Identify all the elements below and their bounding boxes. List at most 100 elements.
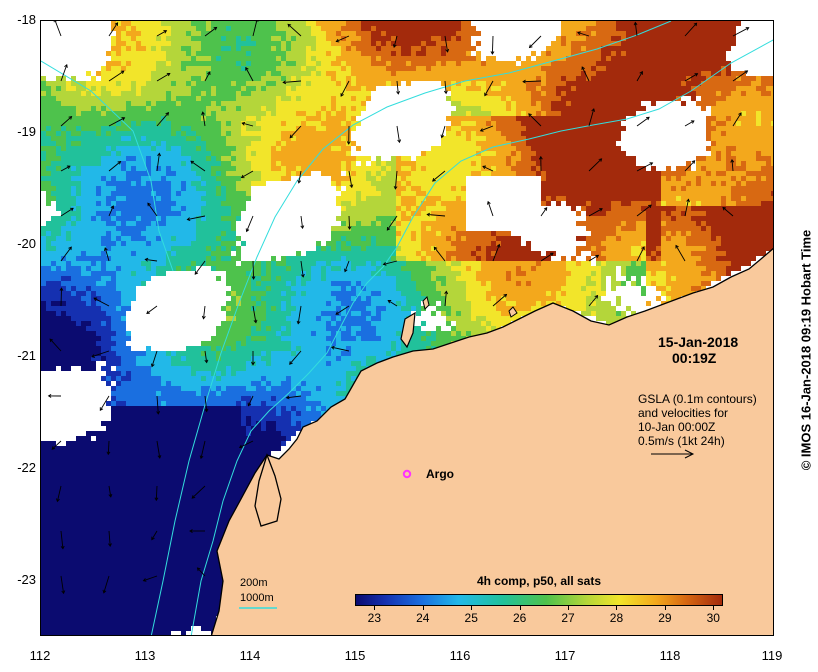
velocity-vector-head [432,177,436,182]
velocity-vector-head [60,545,65,550]
velocity-vector-head [99,407,104,412]
velocity-vector-head [528,44,533,49]
lon-label-118: 118 [659,648,681,663]
map-canvas [41,21,773,635]
velocity-vector-head [110,205,115,210]
colorbar-tick-label: 28 [609,611,624,625]
velocity-vector-head [186,217,191,222]
velocity-vector [239,440,254,448]
velocity-vector [190,160,206,172]
velocity-vector-head [649,162,654,166]
velocity-vector [99,395,110,411]
velocity-vector-head [549,252,554,257]
colorbar-tick-mark [616,605,618,610]
velocity-vector [204,71,211,82]
velocity-vector-head [482,165,487,170]
velocity-vector [287,23,302,37]
lat-label-19: -19 [17,124,36,139]
velocity-vector [444,291,447,307]
velocity-vector-head [577,31,581,35]
colorbar-tick-mark [519,605,521,610]
velocity-vector-head [117,160,122,165]
velocity-vector [49,338,62,352]
velocity-vector [588,295,598,307]
velocity-vector-head [108,543,112,547]
velocity-vector-head [496,243,501,248]
velocity-vector [487,201,494,217]
colorbar-tick-label: 27 [561,611,575,625]
lon-label-116: 116 [449,648,471,663]
velocity-vector [540,207,548,217]
colorbar-tick-mark [471,605,473,610]
velocity-vector-head [648,204,652,209]
velocity-vector [731,159,734,172]
velocity-vector-head [300,273,305,278]
velocity-vector [684,160,696,172]
velocity-vector-head [240,174,245,179]
velocity-vector-head [213,26,218,31]
velocity-vector [146,305,158,314]
velocity-vector-head [64,63,68,68]
velocity-vector-head [142,578,147,582]
velocity-vector-head [344,268,348,273]
velocity-vector-head [639,70,643,75]
contour-deep [41,60,174,272]
velocity-vector [51,440,62,450]
velocity-vector [480,125,494,132]
velocity-vector-head [201,315,206,320]
velocity-vector-head [675,244,679,249]
velocity-vector-head [196,567,201,572]
velocity-vector [581,66,590,82]
velocity-vector-head [103,247,108,252]
colorbar-tick-label: 23 [367,611,382,625]
timestamp-date: 15-Jan-2018 [658,334,739,350]
colorbar-title: 4h comp, p50, all sats [476,574,602,588]
velocity-vector-head [382,261,387,266]
velocity-vector-head [150,363,155,368]
velocity-vector-head [61,590,66,595]
velocity-vector [108,117,125,127]
velocity-vector-head [694,73,699,77]
velocity-vector [336,35,350,42]
bathy-legend-1000m: 1000m [240,592,274,604]
velocity-vector-head [484,92,488,97]
sst-map[interactable] [40,20,774,636]
lon-label-113: 113 [134,648,156,663]
lat-label-21: -21 [17,348,36,363]
velocity-vector [484,80,494,96]
velocity-vector-head [444,290,449,295]
velocity-vector [492,294,507,307]
velocity-vector-head [245,66,249,71]
velocity-vector [200,440,206,459]
velocity-vector-head [744,70,749,74]
velocity-vector [634,22,638,37]
velocity-vector-head [91,354,96,358]
velocity-vector-head [522,79,526,84]
velocity-vector [577,32,590,37]
velocity-vector [297,305,302,324]
velocity-vector [335,305,350,315]
velocity-vector [151,350,158,367]
velocity-vector [300,260,304,277]
bathy-legend-200m: 200m [240,577,268,589]
velocity-vector-head [163,30,168,34]
velocity-vector [54,21,62,37]
velocity-vector-head [479,128,484,132]
velocity-vector-head [59,287,64,291]
velocity-vector [444,80,447,94]
velocity-vector-head [53,21,58,23]
lon-label-112: 112 [29,648,51,663]
velocity-vector-head [191,495,196,499]
velocity-vector [197,567,206,577]
velocity-vector [393,35,398,48]
velocity-vector-head [335,311,340,315]
velocity-vector-head [251,361,255,366]
velocity-vector [103,575,110,593]
velocity-vector-head [392,44,397,48]
velocity-vector-head [68,246,72,251]
velocity-vector-head [646,116,650,121]
velocity-vector-head [102,589,107,594]
velocity-vector-head [204,359,209,364]
velocity-vector-head [528,113,532,117]
velocity-vector-head [93,297,98,302]
